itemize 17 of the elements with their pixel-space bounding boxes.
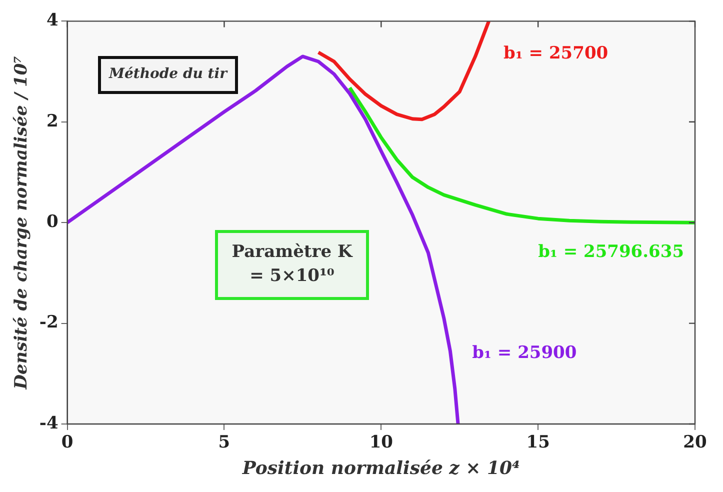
y-tick-label: 2 (46, 111, 58, 132)
y-tick-label: 4 (46, 10, 58, 31)
series-label: b₁ = 25700 (504, 43, 608, 64)
x-tick-label: 5 (218, 432, 230, 453)
x-axis-title: Position normalisée z × 10⁴ (241, 458, 520, 479)
y-tick-label: -4 (39, 413, 58, 434)
y-tick-label: -2 (39, 312, 58, 333)
x-tick-label: 20 (683, 432, 707, 453)
x-tick-label: 10 (369, 432, 394, 453)
annotation: Méthode du tir (98, 56, 238, 94)
annotation: Paramètre K = 5×10¹⁰ (215, 230, 369, 300)
x-tick-label: 0 (61, 432, 74, 453)
x-tick-label: 15 (526, 432, 550, 453)
series-label: b₁ = 25900 (472, 342, 577, 363)
y-axis-title: Densité de charge normalisée / 10⁷ (12, 56, 32, 390)
series-label: b₁ = 25796.635 (538, 242, 684, 262)
y-tick-label: 0 (46, 212, 58, 232)
